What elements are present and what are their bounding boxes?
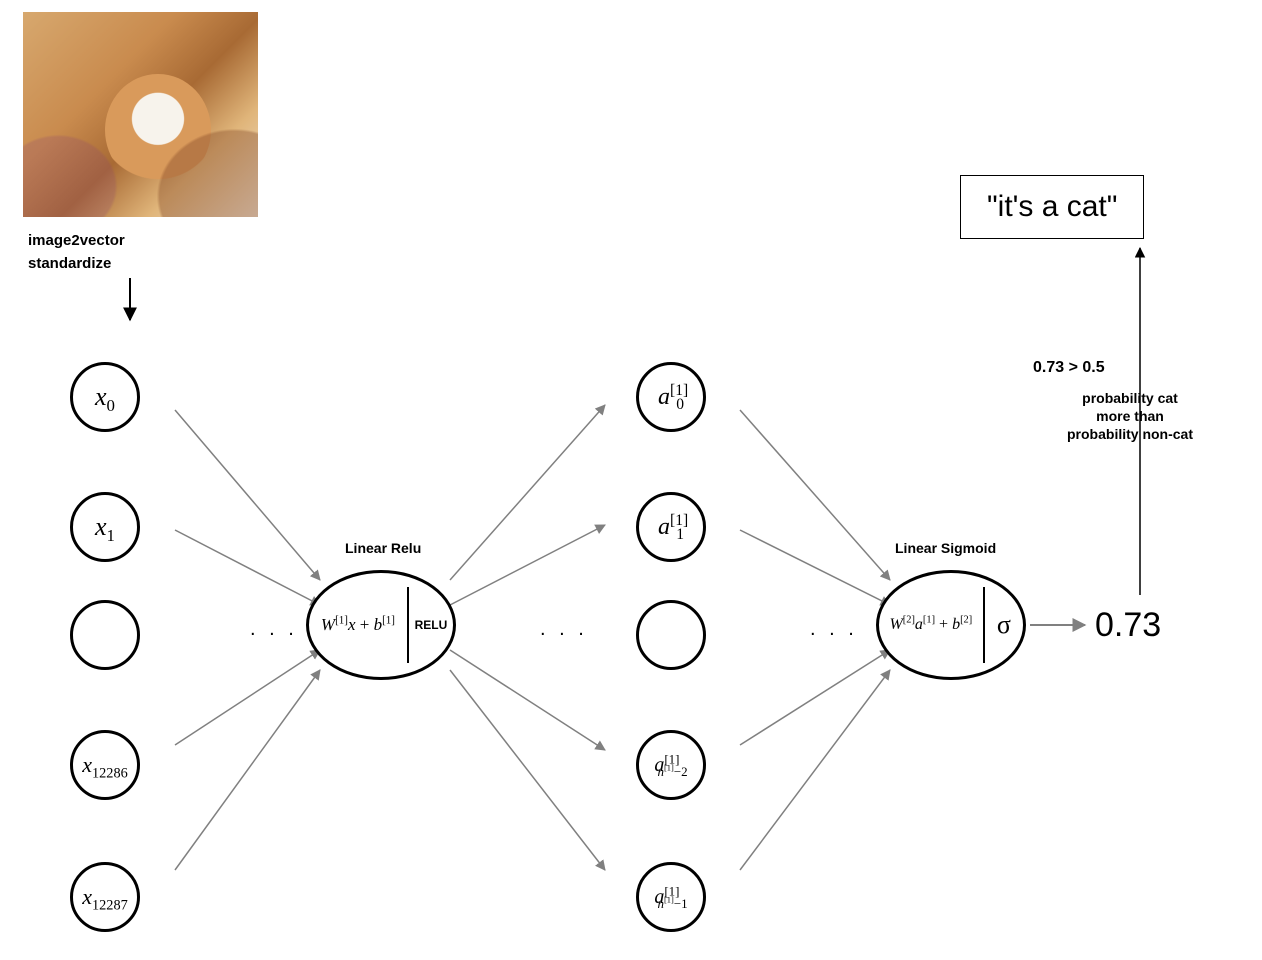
hidden-unit-linear: W[1]x + b[1] xyxy=(321,615,395,635)
hidden-node-blank xyxy=(636,600,706,670)
input-node-blank xyxy=(70,600,140,670)
output-unit-linear: W[2]a[1] + b[2] xyxy=(889,616,972,634)
result-text: "it's a cat" xyxy=(987,190,1117,223)
threshold-text: 0.73 > 0.5 xyxy=(1033,359,1105,377)
output-unit-title: Linear Sigmoid xyxy=(895,540,996,556)
hidden-node-label: a[1]n[1]−2 xyxy=(654,754,687,777)
hidden-node-an-2: a[1]n[1]−2 xyxy=(636,730,706,800)
input-node-label: x12287 xyxy=(82,884,128,910)
hidden-unit-title: Linear Relu xyxy=(345,540,421,556)
hidden-node-label: a[1]n[1]−1 xyxy=(654,886,687,909)
hidden-node-label: a[1]0 xyxy=(658,384,684,411)
output-unit-node: W[2]a[1] + b[2] σ xyxy=(876,570,1026,680)
ellipsis: . . . xyxy=(810,618,858,641)
input-node-x12287: x12287 xyxy=(70,862,140,932)
input-image xyxy=(23,12,258,217)
preprocess-label-1: image2vector xyxy=(28,232,125,249)
decision-explain-3: probability non-cat xyxy=(1030,426,1230,442)
hidden-node-a0: a[1]0 xyxy=(636,362,706,432)
hidden-node-label: a[1]1 xyxy=(658,514,684,541)
hidden-unit-activation: RELU xyxy=(415,618,448,632)
output-value: 0.73 xyxy=(1095,606,1161,645)
hidden-unit-node: W[1]x + b[1] RELU xyxy=(306,570,456,680)
input-node-x0: x0 xyxy=(70,362,140,432)
hidden-node-a1: a[1]1 xyxy=(636,492,706,562)
decision-explain-2: more than xyxy=(1030,408,1230,424)
input-node-label: x1 xyxy=(95,512,115,542)
input-node-x1: x1 xyxy=(70,492,140,562)
input-node-label: x0 xyxy=(95,382,115,412)
ellipsis: . . . xyxy=(540,618,588,641)
hidden-node-an-1: a[1]n[1]−1 xyxy=(636,862,706,932)
decision-explain-1: probability cat xyxy=(1030,390,1230,406)
input-node-x12286: x12286 xyxy=(70,730,140,800)
preprocess-label-2: standardize xyxy=(28,255,111,272)
result-box: "it's a cat" xyxy=(960,175,1144,239)
input-node-label: x12286 xyxy=(82,752,128,778)
output-unit-activation: σ xyxy=(997,610,1011,640)
ellipsis: . . . xyxy=(250,618,298,641)
